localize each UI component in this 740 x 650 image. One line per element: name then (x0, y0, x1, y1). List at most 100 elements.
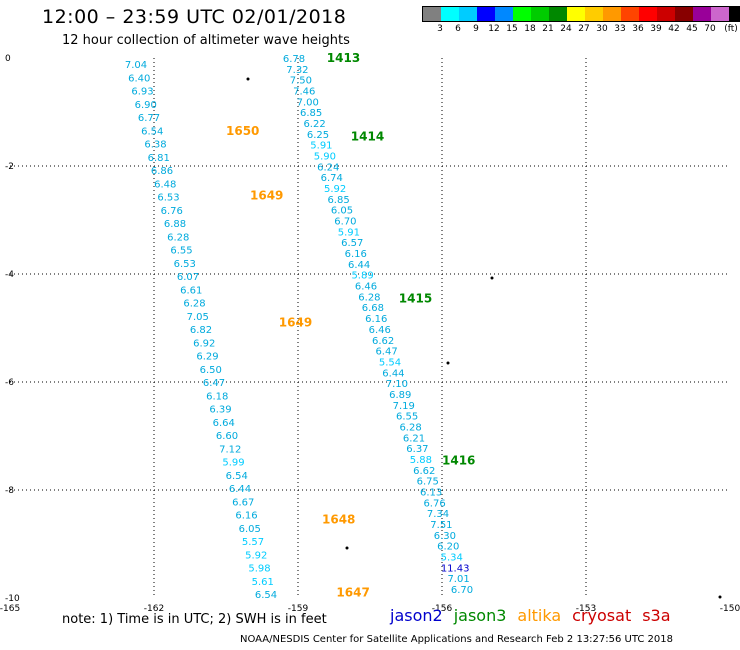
track-time-label: 1647 (336, 586, 369, 600)
wave-height-value: 7.51 (430, 520, 452, 531)
island-marker (345, 546, 349, 550)
wave-height-value: 6.76 (423, 498, 445, 509)
satellite-s3a: s3a (642, 606, 671, 625)
legend-label: 39 (650, 24, 662, 34)
wave-height-value: 5.34 (441, 552, 463, 563)
legend-label: 30 (596, 24, 608, 34)
legend-label: 33 (614, 24, 626, 34)
wave-height-value: 6.28 (358, 292, 380, 303)
map-title: 12:00 – 23:59 UTC 02/01/2018 (42, 6, 347, 28)
wave-height-value: 6.82 (190, 325, 212, 336)
satellite-cryosat: cryosat (572, 606, 632, 625)
wave-height-value: 6.16 (345, 249, 367, 260)
lat-label: 0 (5, 54, 11, 64)
wave-height-value: 6.54 (141, 126, 163, 137)
track-time-label: 1414 (351, 129, 384, 143)
wave-height-value: 5.92 (245, 550, 267, 561)
wave-height-value: 5.88 (410, 455, 432, 466)
wave-height-value: 6.05 (331, 206, 353, 217)
wave-height-value: 7.04 (125, 60, 147, 71)
wave-height-value: 11.43 (441, 563, 470, 574)
wave-height-value: 6.20 (437, 542, 459, 553)
legend-label: 6 (455, 24, 461, 34)
wave-height-value: 6.22 (303, 119, 325, 130)
legend-swatch (567, 7, 585, 21)
legend-swatch (603, 7, 621, 21)
wave-height-value: 6.88 (164, 219, 186, 230)
wave-height-value: 6.62 (413, 466, 435, 477)
wave-height-value: 6.53 (174, 259, 196, 270)
satellite-jason3: jason3 (453, 606, 507, 625)
wave-height-value: 6.28 (399, 422, 421, 433)
wave-height-value: 6.07 (177, 272, 199, 283)
legend-swatch (477, 7, 495, 21)
track-time-label: 1416 (442, 453, 475, 467)
legend-swatch (423, 7, 441, 21)
wave-height-value: 6.76 (161, 206, 183, 217)
legend-swatch (639, 7, 657, 21)
wave-height-value: 5.99 (222, 458, 244, 469)
wave-height-value: 6.93 (131, 87, 153, 98)
wave-height-value: 6.60 (216, 431, 238, 442)
legend-swatch (495, 7, 513, 21)
wave-height-value: 6.78 (283, 54, 305, 65)
wave-height-value: 7.01 (447, 574, 469, 585)
wave-height-value: 6.77 (138, 113, 160, 124)
legend-swatch (531, 7, 549, 21)
wave-height-value: 6.28 (167, 232, 189, 243)
track-time-label: 1650 (226, 124, 259, 138)
wave-height-value: 6.68 (362, 303, 384, 314)
credit-line: NOAA/NESDIS Center for Satellite Applica… (240, 634, 673, 645)
wave-height-value: 6.75 (417, 477, 439, 488)
legend-label: 21 (542, 24, 554, 34)
wave-height-value: 5.89 (351, 271, 373, 282)
track-time-label: 1649 (250, 189, 283, 203)
wave-height-value: 5.92 (324, 184, 346, 195)
legend-label: 45 (686, 24, 698, 34)
legend-swatch (693, 7, 711, 21)
lat-label: -10 (5, 594, 20, 604)
wave-height-value: 6.21 (403, 433, 425, 444)
legend-label: 15 (506, 24, 518, 34)
wave-height-value: 6.67 (232, 497, 254, 508)
legend-label: 42 (668, 24, 680, 34)
wave-height-value: 6.37 (406, 444, 428, 455)
wave-height-value: 6.74 (321, 173, 343, 184)
lon-label: -150 (720, 604, 740, 614)
wave-height-value: 6.05 (239, 524, 261, 535)
legend-label: 18 (524, 24, 536, 34)
lon-label: -159 (288, 604, 309, 614)
wave-height-value: 6.13 (420, 487, 442, 498)
map-subtitle: 12 hour collection of altimeter wave hei… (62, 33, 350, 48)
notes-text: note: 1) Time is in UTC; 2) SWH is in fe… (62, 612, 327, 627)
wave-height-value: 5.91 (310, 141, 332, 152)
satellite-key: jason2 jason3 altika cryosat s3a (390, 606, 671, 625)
wave-height-value: 6.57 (341, 238, 363, 249)
wave-height-value: 6.89 (389, 390, 411, 401)
legend-swatch (675, 7, 693, 21)
lat-label: -4 (5, 270, 14, 280)
wave-height-value: 6.54 (255, 590, 277, 601)
wave-height-value: 6.25 (307, 130, 329, 141)
wave-height-value: 6.86 (151, 166, 173, 177)
wave-height-value: 6.62 (372, 336, 394, 347)
wave-height-value: 7.34 (427, 509, 449, 520)
lat-label: -8 (5, 486, 14, 496)
legend-swatch (549, 7, 567, 21)
lon-label: -153 (576, 604, 596, 614)
lat-label: -2 (5, 162, 14, 172)
legend-swatch (441, 7, 459, 21)
satellite-altika: altika (517, 606, 562, 625)
legend-swatch (621, 7, 639, 21)
wave-height-value: 6.55 (396, 412, 418, 423)
legend-unit: (ft) (724, 24, 738, 34)
wave-height-value: 7.19 (393, 401, 415, 412)
wave-height-value: 7.50 (290, 76, 312, 87)
color-legend (422, 6, 740, 22)
wave-height-value: 5.61 (252, 577, 274, 588)
wave-height-value: 7.10 (386, 379, 408, 390)
island-marker (246, 77, 250, 81)
wave-height-value: 6.18 (206, 391, 228, 402)
legend-swatch (585, 7, 603, 21)
